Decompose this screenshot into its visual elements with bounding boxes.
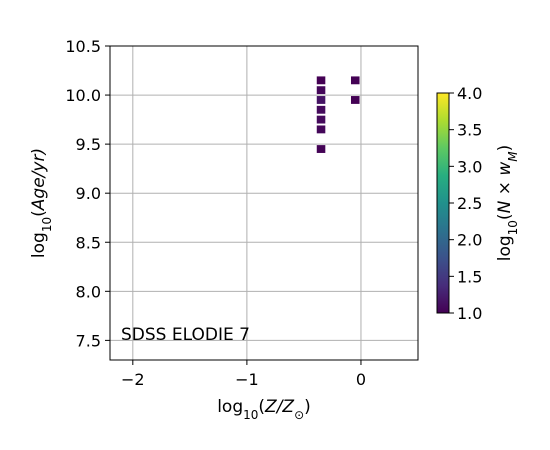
x-tick-label: −2 — [121, 370, 145, 389]
y-axis-label: log10(Age/yr) — [29, 148, 54, 258]
plot-frame — [109, 45, 419, 361]
heatmap-cell — [316, 115, 326, 124]
y-tick-label: 9.5 — [76, 135, 101, 154]
heatmap-cell — [316, 96, 326, 104]
x-tick-label: 0 — [356, 370, 366, 389]
y-tick-label: 10.5 — [65, 37, 101, 56]
heatmap-cell — [316, 145, 326, 153]
colorbar-gradient — [437, 93, 449, 313]
colorbar-ticks: 1.0 1.5 2.0 2.5 3.0 3.5 4.0 — [449, 84, 482, 323]
plot-background — [110, 46, 418, 360]
colorbar-label: log10(N × wM) — [495, 145, 520, 262]
heatmap-cells — [316, 76, 360, 153]
heatmap-cell — [316, 76, 326, 85]
colorbar-tick-label: 3.5 — [457, 121, 482, 140]
colorbar-tick-label: 2.0 — [457, 231, 482, 250]
y-tick-label: 9.0 — [76, 184, 101, 203]
heatmap-cell — [316, 125, 326, 134]
y-tick-label: 7.5 — [76, 331, 101, 350]
y-tick-label: 8.0 — [76, 282, 101, 301]
heatmap-cell — [350, 76, 360, 85]
heatmap-cell — [316, 105, 326, 114]
colorbar-tick-label: 2.5 — [457, 194, 482, 213]
x-axis-ticks: −2 −1 0 — [121, 360, 366, 389]
y-tick-label: 8.5 — [76, 233, 101, 252]
x-axis-label: log10(Z/Z⊙) — [217, 397, 311, 422]
y-tick-label: 10.0 — [65, 86, 101, 105]
colorbar-tick-label: 1.0 — [457, 304, 482, 323]
heatmap-cell — [316, 86, 326, 95]
heatmap-cell — [350, 96, 360, 104]
dataset-annotation: SDSS ELODIE 7 — [121, 325, 250, 345]
colorbar-tick-label: 1.5 — [457, 267, 482, 286]
colorbar: 1.0 1.5 2.0 2.5 3.0 3.5 4.0 log10(N × wM) — [436, 84, 520, 323]
plot-area: −2 −1 0 7.5 8.0 8.5 9.0 9.5 10.0 10.5 SDSS ELODI… — [65, 37, 419, 389]
colorbar-tick-label: 4.0 — [457, 84, 482, 103]
colorbar-tick-label: 3.0 — [457, 157, 482, 176]
y-axis-ticks: 7.5 8.0 8.5 9.0 9.5 10.0 10.5 — [65, 37, 110, 350]
x-tick-label: −1 — [235, 370, 259, 389]
